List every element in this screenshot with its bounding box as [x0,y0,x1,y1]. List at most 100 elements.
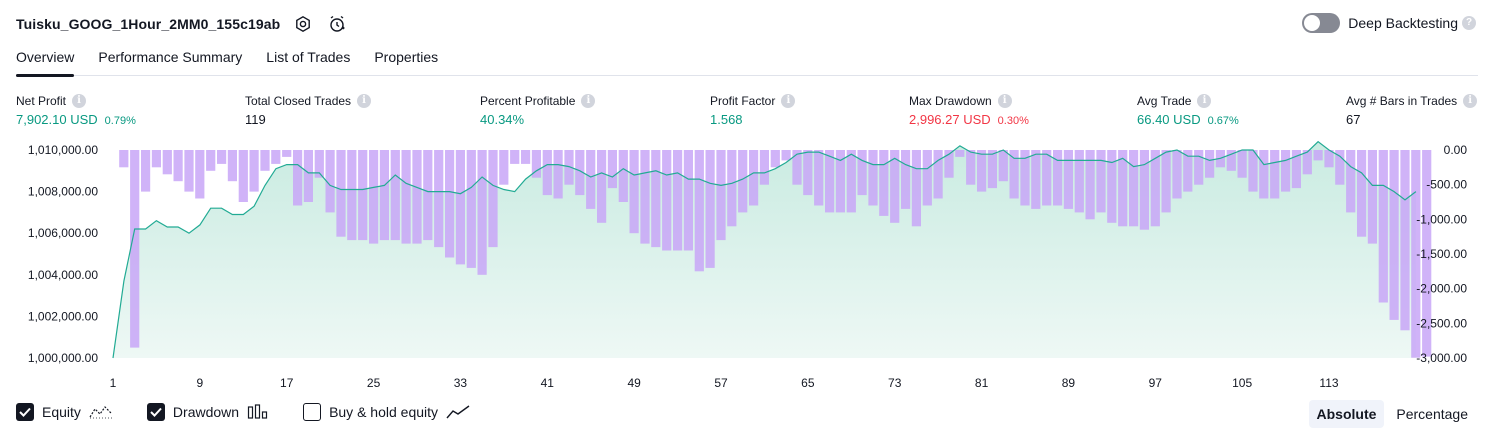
info-icon[interactable]: i [1197,94,1212,108]
legend-drawdown[interactable]: Drawdown [146,403,269,421]
drawdown-bar [1237,150,1247,178]
drawdown-bar [1074,150,1084,213]
drawdown-bar [173,150,183,182]
legend-label: Drawdown [172,404,240,420]
drawdown-bar [336,150,346,237]
drawdown-bar [401,150,411,244]
drawdown-bar [683,150,693,251]
drawdown-bar [857,150,867,196]
x-axis-tick: 49 [627,376,641,390]
percentage-button[interactable]: Percentage [1396,406,1468,422]
equity-line-icon [89,404,113,420]
drawdown-bar [531,150,541,178]
drawdown-bar [206,150,216,171]
drawdown-bar [195,150,205,199]
drawdown-bar [890,150,900,223]
metric-label: Percent Profitable [480,94,576,108]
info-icon[interactable]: i [997,94,1012,108]
drawdown-bar [1053,150,1063,206]
drawdown-bar [803,150,813,196]
drawdown-bar [521,150,531,164]
x-axis-tick: 33 [454,376,468,390]
drawdown-bar [1172,150,1182,199]
deep-backtesting-toggle[interactable] [1302,13,1341,33]
drawdown-bar [868,150,878,206]
drawdown-bar [694,150,704,272]
x-axis-tick: 81 [975,376,989,390]
absolute-button[interactable]: Absolute [1308,400,1385,428]
settings-icon[interactable] [292,13,314,35]
drawdown-bar [141,150,151,192]
drawdown-bar [1378,150,1388,303]
metric-label: Avg # Bars in Trades [1346,94,1458,108]
help-icon[interactable]: ? [1462,16,1476,30]
drawdown-bar [727,150,737,227]
info-icon[interactable]: i [72,94,87,108]
drawdown-bar [227,150,237,182]
drawdown-bar [1085,150,1095,220]
drawdown-bar [1248,150,1258,192]
metric-avg-bars: Avg # Bars in Trades i 67 [1346,93,1478,128]
info-icon[interactable]: i [581,94,596,108]
drawdown-bar [597,150,607,223]
info-icon[interactable]: i [357,94,372,108]
drawdown-bar [1226,150,1236,171]
metric-value: 1.568 [710,112,743,127]
tab-overview[interactable]: Overview [16,46,75,77]
drawdown-bar [510,150,520,164]
drawdown-bar [1107,150,1117,223]
metric-avg-trade: Avg Trade i 66.40 USD 0.67% [1137,93,1239,128]
drawdown-bar [1194,150,1204,185]
drawdown-bar [1009,150,1019,199]
drawdown-bar [1139,150,1149,230]
drawdown-bar [705,150,715,268]
tab-performance-summary[interactable]: Performance Summary [98,49,243,65]
drawdown-bar [1291,150,1301,189]
drawdown-bar [282,150,292,157]
drawdown-bar [814,150,824,206]
right-axis-tick: -3,000.00 [1416,351,1467,365]
equity-drawdown-chart[interactable]: 1,010,000.00 1,008,000.00 1,006,000.00 1,00… [0,140,1494,396]
drawdown-bar [542,150,552,196]
info-icon[interactable]: i [781,94,796,108]
drawdown-bar [662,150,672,251]
x-axis-tick: 17 [280,376,294,390]
drawdown-bar [390,150,400,241]
alert-clock-icon[interactable] [326,13,348,35]
checkbox-unchecked-icon[interactable] [303,403,322,421]
drawdown-bar [455,150,465,265]
legend-label: Equity [42,404,81,420]
left-axis-tick: 1,002,000.00 [28,309,98,323]
x-axis-tick: 113 [1319,376,1338,390]
drawdown-bar [835,150,845,213]
drawdown-bar [716,150,726,241]
drawdown-bar [911,150,921,227]
metric-percent: 0.67% [1207,115,1239,127]
drawdown-bar [977,150,987,192]
drawdown-bar [673,150,683,251]
drawdown-bar [922,150,932,206]
drawdown-bar [1205,150,1215,178]
info-icon[interactable]: i [1463,94,1478,108]
tab-properties[interactable]: Properties [374,49,439,65]
drawdown-bar [1183,150,1193,192]
metric-value: 67 [1346,112,1361,127]
drawdown-bar [1281,150,1291,192]
checkbox-checked-icon[interactable] [146,403,165,421]
metric-label: Net Profit [16,94,67,108]
drawdown-bar [987,150,997,189]
drawdown-bar [1357,150,1367,237]
drawdown-bar [825,150,835,213]
drawdown-bar [151,150,161,168]
legend-equity[interactable]: Equity [16,403,113,421]
drawdown-bar [238,150,248,202]
drawdown-bar [1346,150,1356,213]
legend-buy-hold[interactable]: Buy & hold equity [303,403,470,421]
drawdown-bar [944,150,954,178]
drawdown-bar [488,150,498,248]
drawdown-bar [379,150,389,241]
chart-legend: Equity Drawdown Buy & hold equity [16,403,504,421]
checkbox-checked-icon[interactable] [16,403,34,421]
tab-list-of-trades[interactable]: List of Trades [266,49,351,65]
drawdown-bar [260,150,270,171]
